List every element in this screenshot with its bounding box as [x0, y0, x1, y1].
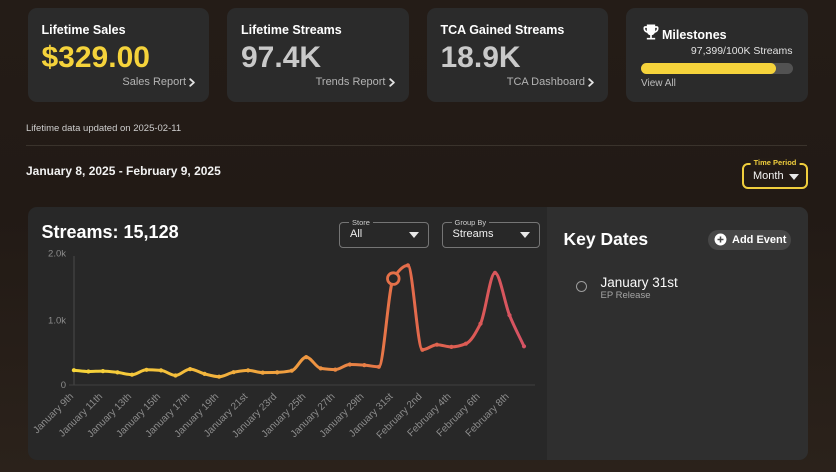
svg-text:1.0k: 1.0k [48, 316, 66, 327]
svg-text:0: 0 [60, 380, 65, 391]
svg-text:2.0k: 2.0k [48, 249, 66, 260]
